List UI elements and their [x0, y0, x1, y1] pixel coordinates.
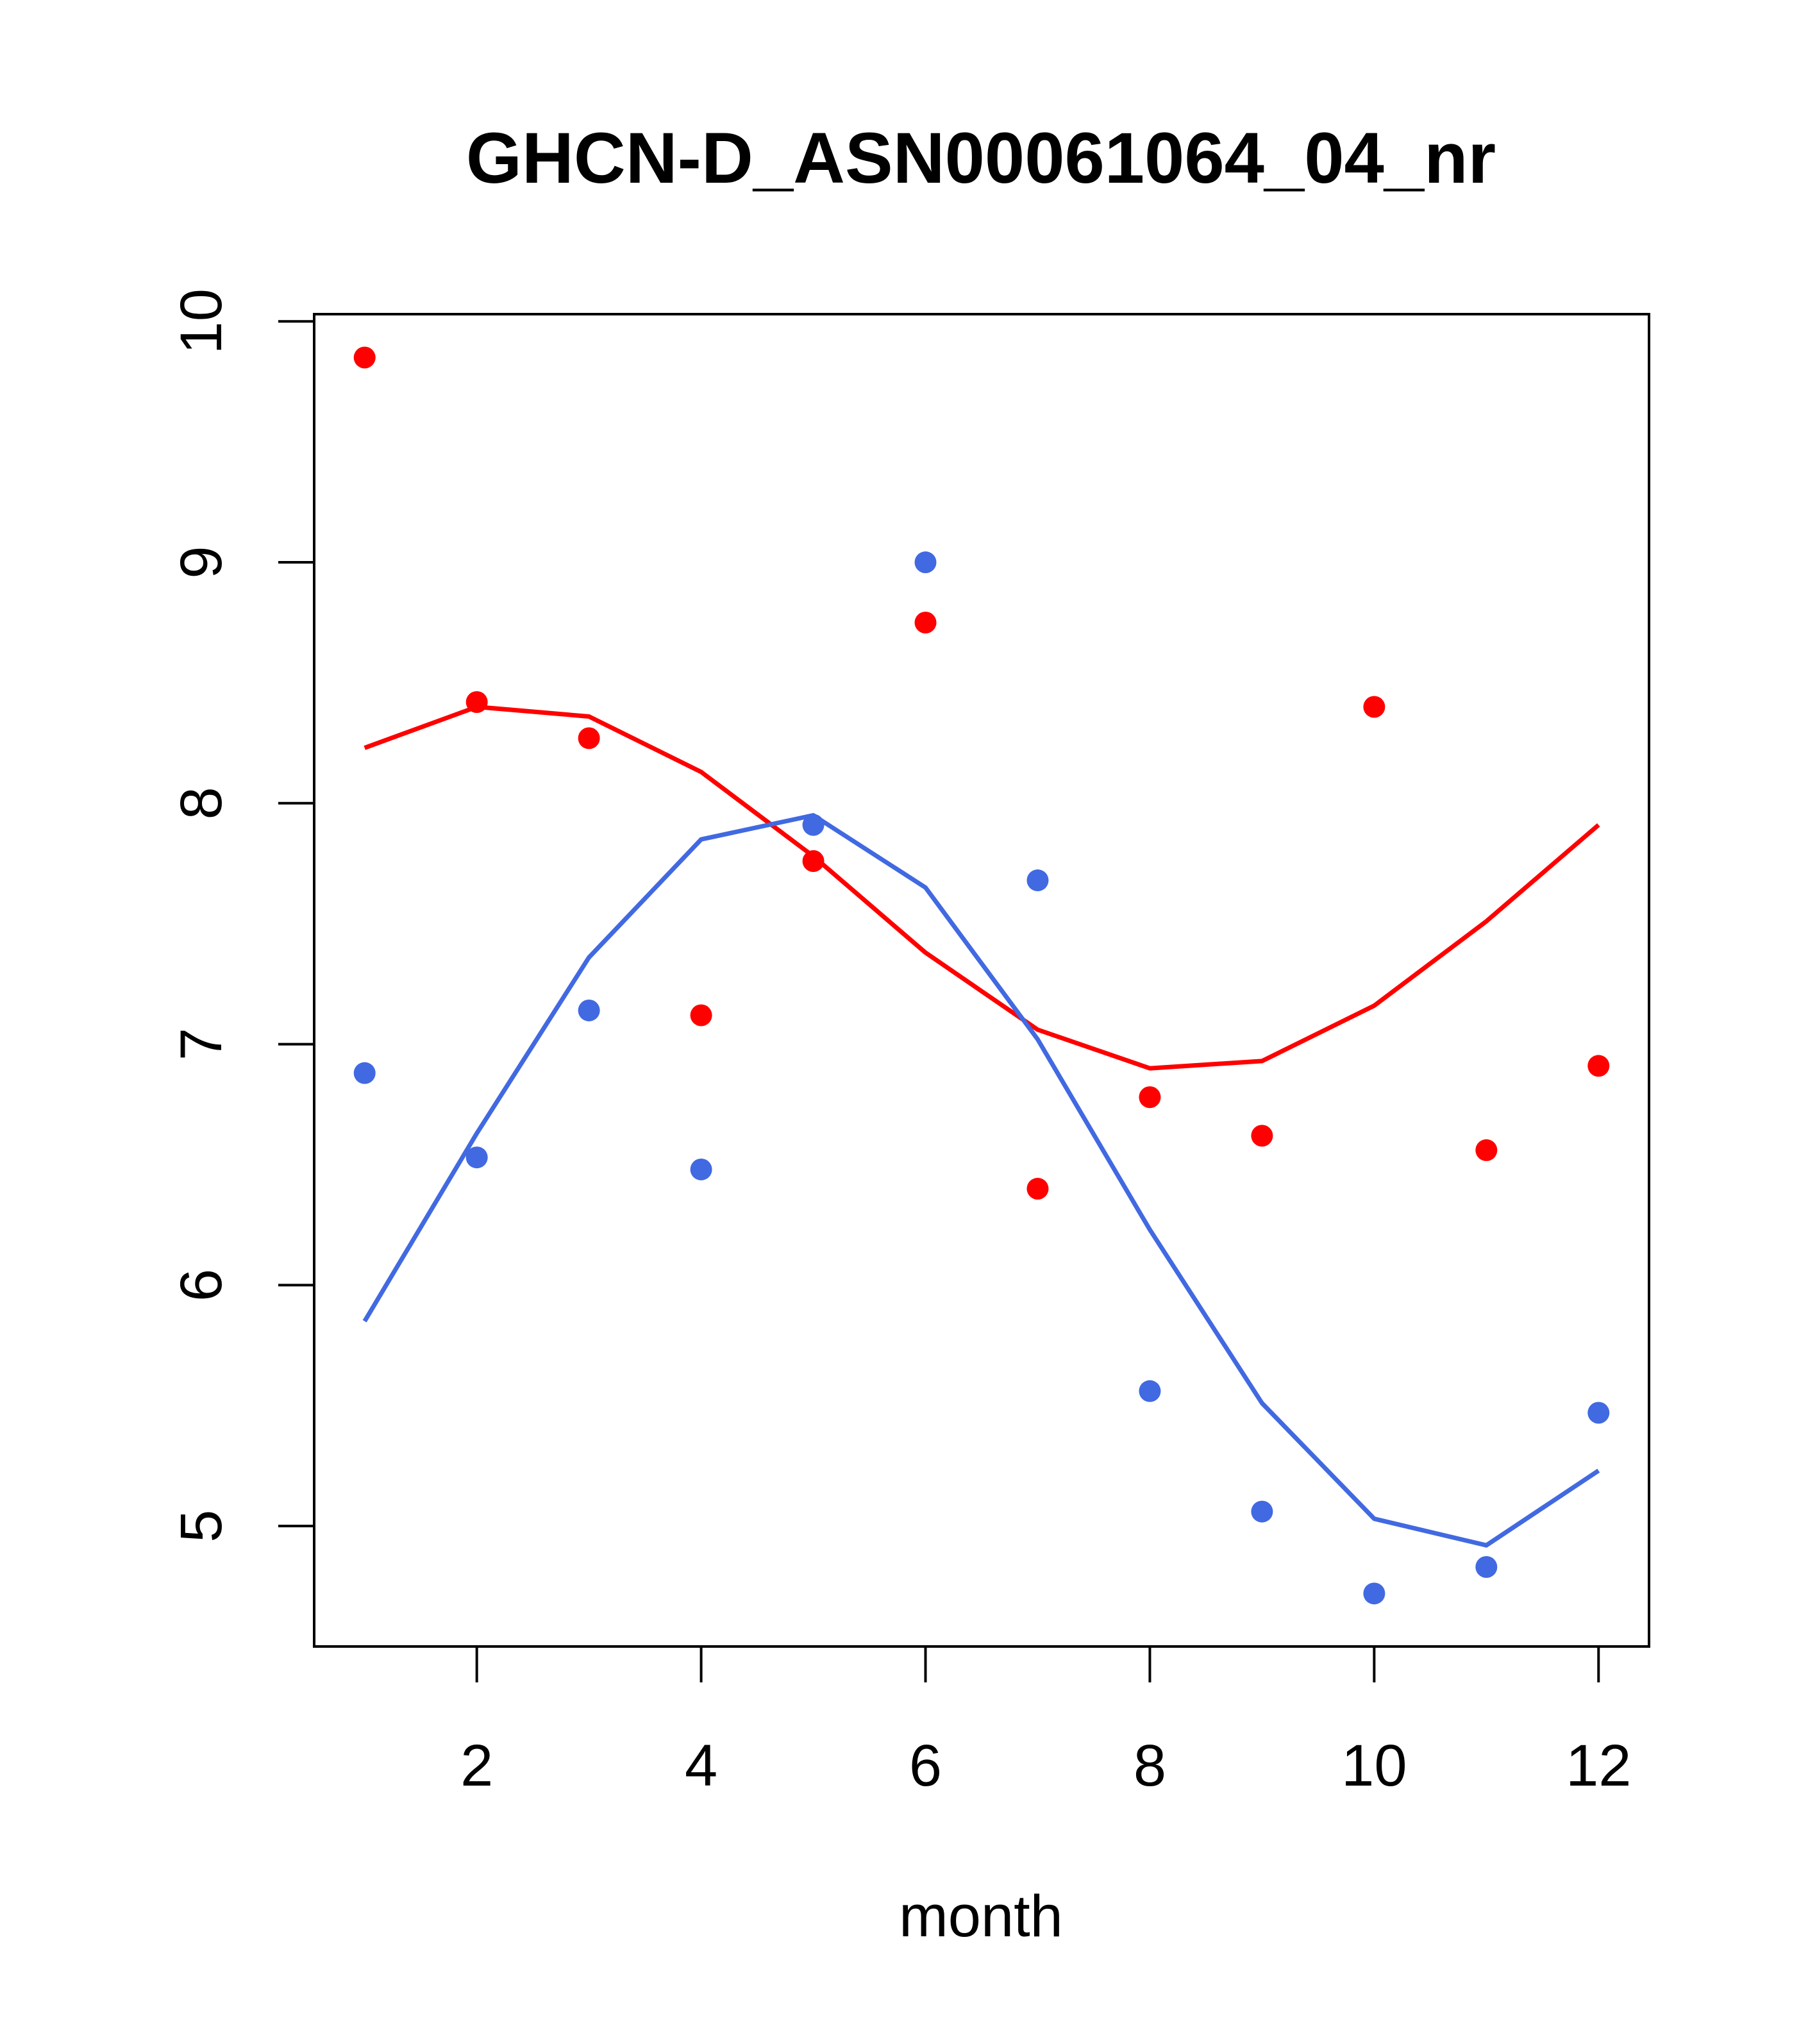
y-tick-label: 9	[169, 546, 234, 578]
series-0-point	[1475, 1139, 1498, 1161]
series-1-point	[1475, 1555, 1498, 1578]
y-tick-label: 10	[169, 289, 234, 354]
x-tick-label: 10	[1341, 1733, 1407, 1798]
x-tick-label: 8	[1134, 1733, 1166, 1798]
y-tick-label: 5	[169, 1510, 234, 1543]
y-tick-label: 6	[169, 1269, 234, 1302]
series-1-point	[465, 1146, 488, 1169]
series-1-point	[1139, 1380, 1161, 1402]
series-1-point	[578, 999, 600, 1021]
x-axis: 2 4 6 8 10 12	[460, 1645, 1631, 1798]
series-0-point	[1587, 1055, 1610, 1077]
y-tick-label: 7	[169, 1028, 234, 1060]
series-1-point	[1587, 1402, 1610, 1424]
plot-area	[353, 346, 1610, 1605]
series-1-line	[362, 813, 1600, 1548]
series-1-point	[1026, 869, 1049, 892]
series-0-point	[1139, 1086, 1161, 1109]
series-0-point	[1251, 1125, 1273, 1147]
x-tick-label: 6	[909, 1733, 942, 1798]
series-1-point	[1363, 1582, 1386, 1605]
series-0-point	[465, 691, 488, 713]
series-0-point	[1026, 1178, 1049, 1200]
series-1-point	[802, 814, 825, 836]
series-0-point	[1363, 696, 1386, 718]
x-tick-label: 12	[1566, 1733, 1631, 1798]
series-0-point	[914, 611, 937, 633]
plot-frame	[313, 313, 1650, 1648]
series-0-line	[364, 705, 1600, 1071]
y-tick-label: 8	[169, 787, 234, 819]
series-0-point	[690, 1004, 712, 1026]
series-0-point	[578, 727, 600, 750]
series-1-point	[690, 1158, 712, 1180]
x-tick-label: 2	[460, 1733, 493, 1798]
series-0-point	[353, 346, 376, 369]
series-1-point	[353, 1062, 376, 1084]
chart-title: GHCN-D_ASN00061064_04_nr	[466, 118, 1496, 198]
y-axis: 5 6 7 8 9 10	[169, 289, 315, 1543]
x-tick-label: 4	[685, 1733, 717, 1798]
series-1-point	[914, 551, 937, 574]
series-0-point	[802, 850, 825, 872]
x-axis-label: month	[899, 1884, 1063, 1949]
series-1-point	[1251, 1500, 1273, 1523]
